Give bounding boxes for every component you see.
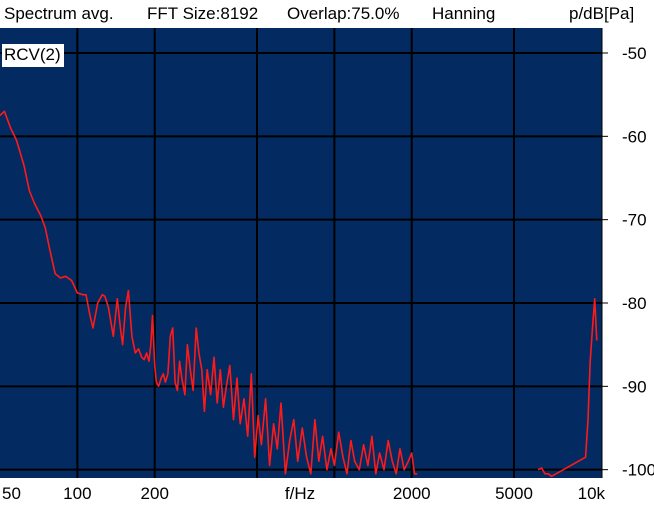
chart-header: Spectrum avg. FFT Size:8192 Overlap:75.0… xyxy=(0,0,654,30)
x-tick-label: 2000 xyxy=(393,484,431,503)
fft-size-label: FFT Size:8192 xyxy=(147,4,259,23)
y-tick-label: -70 xyxy=(622,211,647,230)
series-line-rcv2 xyxy=(0,110,598,478)
x-axis-label: f/Hz xyxy=(285,484,315,503)
y-tick-label: -80 xyxy=(622,294,647,313)
x-tick-label: 50 xyxy=(2,484,21,503)
y-tick-label: -60 xyxy=(622,127,647,146)
x-tick-label: 100 xyxy=(63,484,91,503)
overlap-label: Overlap:75.0% xyxy=(287,4,400,23)
legend-series-label: RCV(2) xyxy=(2,44,64,67)
x-tick-label: 200 xyxy=(141,484,169,503)
x-tick-label: 10k xyxy=(578,484,606,503)
x-tick-label: 5000 xyxy=(495,484,533,503)
y-tick-label: -50 xyxy=(622,44,647,63)
window-label: Hanning xyxy=(432,4,496,23)
plot-area xyxy=(0,28,602,478)
mode-label: Spectrum avg. xyxy=(4,4,114,23)
unit-label: p/dB[Pa] xyxy=(569,4,635,23)
y-tick-label: -90 xyxy=(622,377,647,396)
y-tick-label: -100 xyxy=(622,461,654,480)
